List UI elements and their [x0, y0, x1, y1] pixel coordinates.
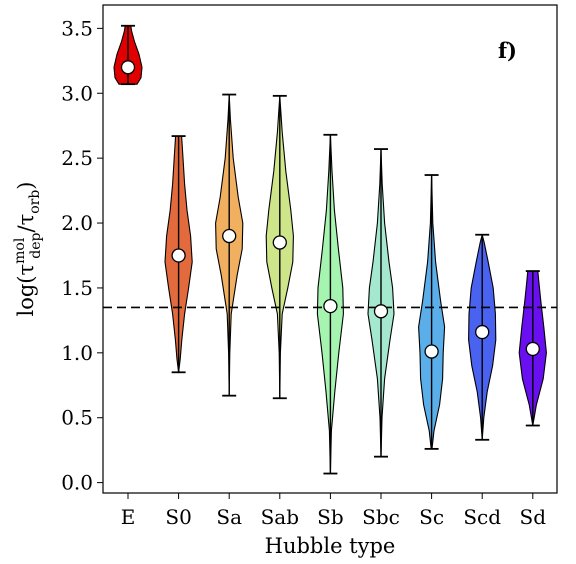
x-tick-label-scd: Scd	[463, 505, 501, 529]
median-sbc	[373, 304, 389, 319]
y-tick-label: 3.0	[61, 81, 93, 105]
y-title-sep: /τ	[14, 214, 38, 233]
x-tick-label-sbc: Sbc	[362, 505, 400, 529]
y-tick-label: 0.0	[61, 471, 93, 495]
y-title-main: log(τ	[14, 264, 38, 317]
y-axis: 0.0 0.5 1.0 1.5 2.0 2.5 3.0 3.5	[61, 16, 103, 495]
medians-group	[120, 60, 540, 359]
median-sd	[525, 341, 540, 357]
median-sc	[424, 344, 439, 359]
y-tick-label: 2.5	[61, 146, 93, 170]
x-axis-title: Hubble type	[265, 534, 396, 558]
median-scd	[475, 324, 490, 340]
y-title-close: )	[14, 181, 38, 189]
y-tick-label: 3.5	[61, 16, 93, 40]
y-tick-label: 0.5	[61, 406, 93, 430]
y-title-sub2: orb	[27, 190, 43, 214]
y-axis-title: log(τmoldep/τorb)	[12, 181, 44, 316]
x-tick-label-sab: Sab	[261, 505, 299, 529]
median-sa	[222, 228, 237, 244]
median-e	[120, 60, 136, 75]
y-tick-label: 2.0	[61, 211, 93, 235]
median-sab	[272, 235, 287, 250]
panel-label: f)	[498, 38, 517, 63]
x-tick-label-sc: Sc	[419, 505, 444, 529]
median-sb	[323, 298, 338, 314]
x-tick-label-sa: Sa	[216, 505, 242, 529]
y-tick-label: 1.0	[61, 341, 93, 365]
y-title-sub: dep	[28, 232, 44, 258]
x-tick-label-s0: S0	[165, 505, 191, 529]
x-tick-label-sb: Sb	[317, 505, 344, 529]
x-axis: E S0 Sa Sab Sb Sbc Sc Scd Sd	[121, 493, 547, 529]
y-tick-label: 1.5	[61, 276, 93, 300]
median-s0	[171, 248, 186, 263]
x-tick-label-sd: Sd	[520, 505, 547, 529]
x-tick-label-e: E	[121, 505, 136, 529]
y-title-sup: mol	[12, 237, 28, 264]
